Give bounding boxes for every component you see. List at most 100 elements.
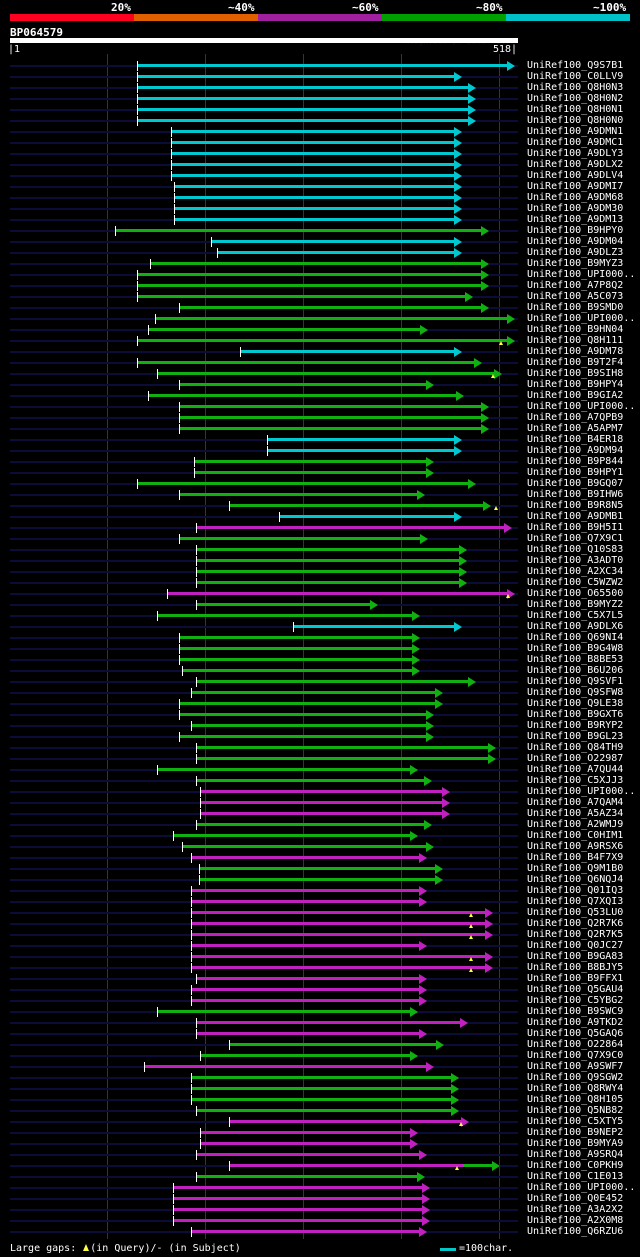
alignment-row[interactable]: UniRef100_C1E013: [0, 1171, 640, 1182]
hit-label[interactable]: UniRef100_Q7XQI3: [527, 896, 624, 907]
hit-label[interactable]: UniRef100_B9NEP2: [527, 1127, 624, 1138]
hit-segment[interactable]: [137, 482, 468, 485]
alignment-row[interactable]: UniRef100_B8BE53: [0, 654, 640, 665]
alignment-row[interactable]: UniRef100_A5AZ34: [0, 808, 640, 819]
hit-segment[interactable]: [173, 218, 455, 221]
hit-label[interactable]: UniRef100_A9DM30: [527, 203, 624, 214]
hit-segment[interactable]: [178, 658, 412, 661]
hit-segment[interactable]: [137, 284, 481, 287]
hit-segment[interactable]: [191, 1098, 452, 1101]
hit-label[interactable]: UniRef100_A9DLX6: [527, 621, 624, 632]
hit-label[interactable]: UniRef100_B9RYP2: [527, 720, 624, 731]
hit-segment[interactable]: [191, 856, 419, 859]
hit-label[interactable]: UniRef100_A9DM68: [527, 192, 624, 203]
alignment-row[interactable]: UniRef100_Q8H0N0: [0, 115, 640, 126]
hit-label[interactable]: UniRef100_B9FFX1: [527, 973, 624, 984]
hit-label[interactable]: UniRef100_B9SIH8: [527, 368, 624, 379]
hit-segment[interactable]: [194, 460, 426, 463]
hit-label[interactable]: UniRef100_B9G4W8: [527, 643, 624, 654]
hit-segment[interactable]: [178, 537, 420, 540]
hit-segment[interactable]: [196, 1021, 460, 1024]
hit-label[interactable]: UniRef100_B8BJY5: [527, 962, 624, 973]
hit-segment[interactable]: [199, 878, 436, 881]
hit-segment[interactable]: [170, 174, 455, 177]
hit-segment[interactable]: [178, 735, 426, 738]
hit-segment[interactable]: [200, 1142, 410, 1145]
alignment-row[interactable]: UniRef100_UPI000..: [0, 786, 640, 797]
hit-label[interactable]: UniRef100_Q8H0N2: [527, 93, 624, 104]
hit-label[interactable]: UniRef100_Q6RZU6: [527, 1226, 624, 1237]
alignment-row[interactable]: UniRef100_A7QU44: [0, 764, 640, 775]
hit-segment[interactable]: [196, 680, 468, 683]
hit-segment[interactable]: [150, 262, 481, 265]
hit-label[interactable]: UniRef100_C5YBG2: [527, 995, 624, 1006]
hit-label[interactable]: UniRef100_A9DMC1: [527, 137, 624, 148]
hit-segment[interactable]: [191, 900, 419, 903]
hit-label[interactable]: UniRef100_A2WMJ9: [527, 819, 624, 830]
hit-segment[interactable]: [196, 581, 459, 584]
alignment-row[interactable]: UniRef100_B9MYZ3: [0, 258, 640, 269]
hit-label[interactable]: UniRef100_A7P8Q2: [527, 280, 624, 291]
hit-segment[interactable]: [200, 1054, 410, 1057]
alignment-row[interactable]: UniRef100_Q9M1B0: [0, 863, 640, 874]
hit-label[interactable]: UniRef100_A3ADT0: [527, 555, 624, 566]
alignment-row[interactable]: UniRef100_A9SRQ4: [0, 1149, 640, 1160]
hit-segment[interactable]: [196, 526, 505, 529]
hit-segment[interactable]: [172, 1208, 422, 1211]
alignment-row[interactable]: UniRef100_C0LLV9: [0, 71, 640, 82]
alignment-row[interactable]: UniRef100_A3A2X2: [0, 1204, 640, 1215]
alignment-row[interactable]: UniRef100_B9G4W8: [0, 643, 640, 654]
hit-label[interactable]: UniRef100_Q8H0N1: [527, 104, 624, 115]
hit-label[interactable]: UniRef100_B9HPY0: [527, 225, 624, 236]
hit-label[interactable]: UniRef100_O22864: [527, 1039, 624, 1050]
alignment-row[interactable]: UniRef100_Q9SGW2: [0, 1072, 640, 1083]
hit-segment[interactable]: [293, 625, 455, 628]
hit-segment[interactable]: [178, 647, 412, 650]
hit-segment[interactable]: [170, 163, 455, 166]
hit-label[interactable]: UniRef100_A9DMN1: [527, 126, 624, 137]
alignment-row[interactable]: UniRef100_A9DMB1: [0, 511, 640, 522]
hit-label[interactable]: UniRef100_B9GIA2: [527, 390, 624, 401]
alignment-row[interactable]: UniRef100_Q69NI4: [0, 632, 640, 643]
hit-label[interactable]: UniRef100_C5XTY5: [527, 1116, 624, 1127]
alignment-row[interactable]: UniRef100_B9P844: [0, 456, 640, 467]
hit-segment[interactable]: [137, 119, 468, 122]
hit-segment[interactable]: [240, 350, 455, 353]
alignment-row[interactable]: UniRef100_Q9SFW8: [0, 687, 640, 698]
hit-segment[interactable]: [137, 273, 481, 276]
hit-label[interactable]: UniRef100_B9GL23: [527, 731, 624, 742]
hit-segment[interactable]: [181, 845, 426, 848]
hit-segment[interactable]: [157, 1010, 410, 1013]
hit-segment[interactable]: [157, 614, 412, 617]
hit-label[interactable]: UniRef100_A5APM7: [527, 423, 624, 434]
hit-label[interactable]: UniRef100_C5WZW2: [527, 577, 624, 588]
alignment-row[interactable]: UniRef100_A9SWF7: [0, 1061, 640, 1072]
hit-label[interactable]: UniRef100_B9MYZ2: [527, 599, 624, 610]
alignment-row[interactable]: UniRef100_B9SIH8: [0, 368, 640, 379]
alignment-row[interactable]: UniRef100_Q8H0N1: [0, 104, 640, 115]
hit-label[interactable]: UniRef100_UPI000..: [527, 786, 636, 797]
hit-segment[interactable]: [157, 372, 495, 375]
hit-segment[interactable]: [196, 1175, 417, 1178]
hit-label[interactable]: UniRef100_A9DM94: [527, 445, 624, 456]
alignment-row[interactable]: UniRef100_B9GQ07: [0, 478, 640, 489]
hit-segment[interactable]: [228, 1120, 461, 1123]
hit-label[interactable]: UniRef100_A7QAM4: [527, 797, 624, 808]
alignment-row[interactable]: UniRef100_Q8H0N3: [0, 82, 640, 93]
hit-label[interactable]: UniRef100_Q9M1B0: [527, 863, 624, 874]
hit-label[interactable]: UniRef100_Q9SVF1: [527, 676, 624, 687]
hit-label[interactable]: UniRef100_A9DM13: [527, 214, 624, 225]
alignment-row[interactable]: UniRef100_Q5GAU4: [0, 984, 640, 995]
alignment-row[interactable]: UniRef100_Q9SVF1: [0, 676, 640, 687]
hit-segment[interactable]: [228, 1164, 464, 1167]
alignment-row[interactable]: UniRef100_A5C073: [0, 291, 640, 302]
hit-label[interactable]: UniRef100_B9SWC9: [527, 1006, 624, 1017]
hit-segment[interactable]: [228, 1043, 437, 1046]
hit-label[interactable]: UniRef100_A9SWF7: [527, 1061, 624, 1072]
hit-segment[interactable]: [196, 757, 489, 760]
hit-segment[interactable]: [137, 86, 468, 89]
hit-segment[interactable]: [191, 955, 486, 958]
alignment-row[interactable]: UniRef100_O22987: [0, 753, 640, 764]
hit-label[interactable]: UniRef100_C5XJJ3: [527, 775, 624, 786]
alignment-row[interactable]: UniRef100_B9FFX1: [0, 973, 640, 984]
